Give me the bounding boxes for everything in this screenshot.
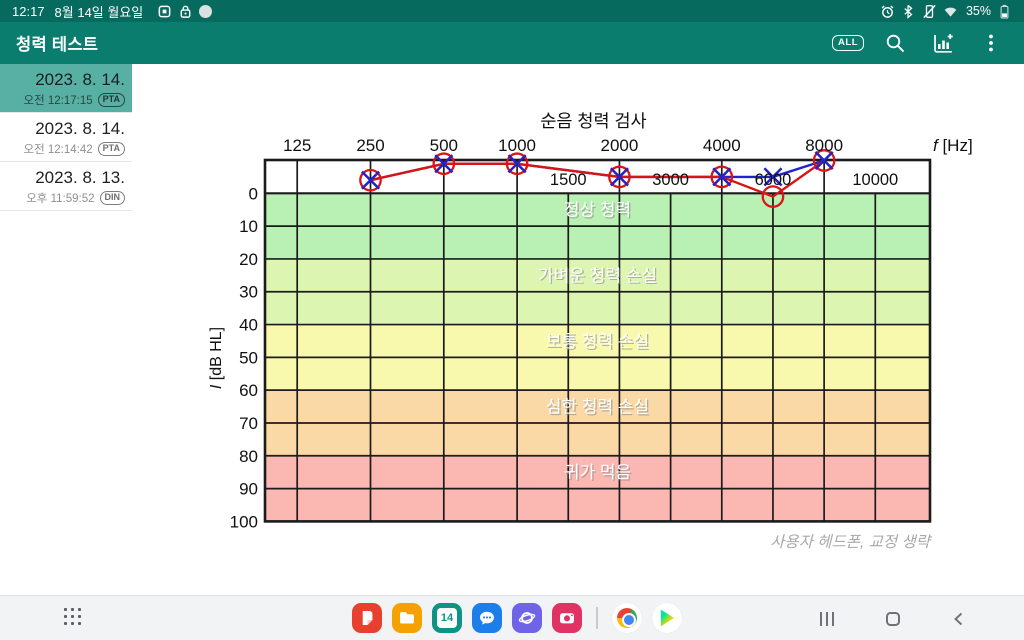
svg-text:0: 0 [249,184,258,203]
history-item-date: 2023. 8. 14. [35,70,125,89]
svg-text:순음 청력 검사: 순음 청력 검사 [540,111,646,131]
home-button[interactable] [880,606,906,632]
notes-app-icon[interactable] [352,603,382,633]
search-icon [886,34,904,52]
internet-app-icon[interactable] [512,603,542,633]
app-bar: 청력 테스트 ALL [0,22,1024,64]
navigation-bar [814,596,972,640]
history-item-time: 오전 12:17:15 [23,95,93,107]
svg-text:보통 청력 손실: 보통 청력 손실 [546,332,649,351]
svg-text:1000: 1000 [498,136,536,155]
audiogram-area: 정상 청력 정상 청력 가벼운 청력 손실 가벼운 청력 손실 보통 청력 손실 보통 청… [132,64,1024,595]
app-bar-actions: ALL [832,26,1008,60]
history-item-date: 2023. 8. 14. [35,119,125,138]
battery-icon [1000,4,1009,19]
dock-apps: 14 [352,603,682,633]
svg-text:500: 500 [430,136,458,155]
history-item-1[interactable]: 2023. 8. 14. 오전 12:14:42 PTA [0,113,132,162]
back-icon [954,612,963,625]
history-item-2[interactable]: 2023. 8. 13. 오후 11:59:52 DIN [0,162,132,211]
svg-text:40: 40 [239,316,258,335]
back-button[interactable] [946,606,972,632]
svg-text:10000: 10000 [852,171,898,189]
svg-text:귀가 먹음: 귀가 먹음 [564,463,631,482]
svg-text:50: 50 [239,348,258,367]
chart-add-icon [934,34,953,53]
alarm-icon [881,5,894,18]
overflow-menu-button[interactable] [974,26,1008,60]
calendar-app-icon[interactable]: 14 [432,603,462,633]
bluetooth-icon [904,4,913,19]
svg-text:1500: 1500 [550,171,587,189]
home-icon [886,611,900,626]
svg-text:가벼운 청력 손실: 가벼운 청력 손실 [539,268,658,287]
svg-text:심한 청력 손실: 심한 청력 손실 [547,399,650,418]
svg-text:60: 60 [239,381,258,400]
svg-text:3000: 3000 [652,171,689,189]
app-notification-icon [158,5,171,17]
status-left: 12:17 8월 14일 월요일 [12,2,213,21]
history-item-date: 2023. 8. 13. [35,168,125,187]
recents-button[interactable] [814,606,840,632]
svg-text:정상 청력: 정상 청력 [564,201,631,220]
search-button[interactable] [878,26,912,60]
mute-icon [923,4,936,18]
play-store-app-icon[interactable] [651,603,682,633]
test-history-list: 2023. 8. 14. 오전 12:17:15 PTA 2023. 8. 14… [0,64,132,211]
dock: 14 [0,595,1024,640]
calendar-day-number: 14 [437,608,457,628]
messages-app-icon[interactable] [472,603,502,633]
history-item-0[interactable]: 2023. 8. 14. 오전 12:17:15 PTA [0,64,132,113]
dock-separator [596,607,598,629]
svg-text:20: 20 [239,250,258,269]
svg-text:심한 청력 손실: 심한 청력 손실 [546,398,649,417]
status-time: 12:17 [12,3,45,19]
svg-text:8000: 8000 [805,136,843,155]
battery-percent: 35% [965,4,991,18]
svg-text:80: 80 [239,447,258,466]
notification-icons [157,4,213,19]
lock-icon [180,5,191,18]
svg-text:100: 100 [230,512,258,531]
wifi-icon [944,7,957,17]
svg-text:10: 10 [239,217,258,236]
all-filter-button[interactable]: ALL [832,35,864,51]
svg-text:125: 125 [283,136,311,155]
messenger-notification-icon [199,4,213,18]
history-item-time: 오전 12:14:42 [23,144,93,156]
svg-text:250: 250 [356,136,384,155]
svg-text:I [dB HL]: I [dB HL] [208,327,225,389]
new-test-button[interactable] [926,26,960,60]
svg-text:30: 30 [239,283,258,302]
svg-text:70: 70 [239,414,258,433]
more-vert-icon [989,34,993,52]
chrome-app-icon[interactable] [611,603,642,633]
history-item-time: 오후 11:59:52 [26,193,95,205]
svg-text:2000: 2000 [601,136,639,155]
recents-icon [819,611,835,626]
status-right: 35% [880,4,1012,19]
test-type-badge: DIN [99,191,125,205]
test-type-badge: PTA [97,93,125,107]
test-type-badge: PTA [97,142,125,156]
app-drawer-button[interactable] [64,608,81,625]
camera-app-icon[interactable] [552,603,582,633]
status-bar: 12:17 8월 14일 월요일 [0,0,1024,22]
svg-text:6000: 6000 [755,171,792,189]
status-date: 8월 14일 월요일 [54,4,144,20]
svg-text:보통 청력 손실: 보통 청력 손실 [547,333,650,352]
svg-text:사용자 헤드폰, 교정 생략: 사용자 헤드폰, 교정 생략 [770,534,933,551]
svg-text:가벼운 청력 손실: 가벼운 청력 손실 [538,266,657,285]
svg-text:90: 90 [239,480,258,499]
svg-text:정상 청력: 정상 청력 [565,202,632,221]
svg-text:f [Hz]: f [Hz] [933,136,973,155]
page-title: 청력 테스트 [16,36,99,54]
my-files-app-icon[interactable] [392,603,422,633]
svg-text:귀가 먹음: 귀가 먹음 [565,465,632,484]
svg-text:4000: 4000 [703,136,741,155]
